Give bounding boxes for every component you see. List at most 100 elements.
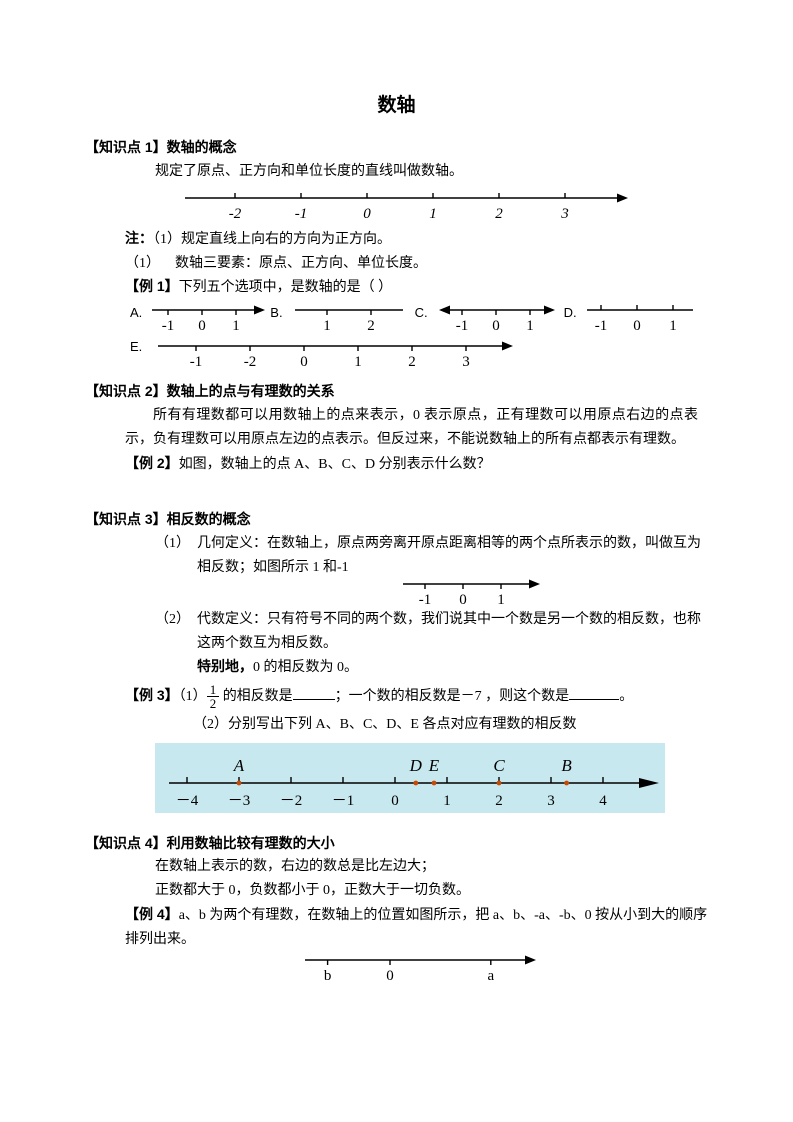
k3-heading: 【知识点 3】相反数的概念 [85, 508, 708, 532]
choice-A-svg: -101 [146, 300, 266, 336]
svg-text:C: C [493, 756, 505, 775]
svg-text:－3: －3 [228, 793, 251, 809]
svg-text:a: a [487, 968, 494, 984]
k1-note2-num: （1） [125, 252, 175, 276]
k3-special-text: 0 的相反数为 0。 [253, 660, 358, 675]
ex3-part2: （2）分别写出下列 A、B、C、D、E 各点对应有理数的相反数 [85, 713, 708, 737]
k1-note1-prefix: 注： [125, 232, 153, 247]
svg-text:-1: -1 [594, 318, 607, 334]
page-title: 数轴 [85, 90, 708, 122]
k3-special: 特别地，0 的相反数为 0。 [85, 655, 708, 680]
svg-text:1: 1 [497, 592, 505, 608]
svg-text:3: 3 [560, 206, 569, 222]
svg-text:0: 0 [633, 318, 641, 334]
k3-special-prefix: 特别地， [197, 658, 253, 674]
k2-text: 所有有理数都可以用数轴上的点来表示，0 表示原点，正有理数可以用原点右边的点表示… [85, 404, 708, 452]
ex4-text: a、b 为两个有理数，在数轴上的位置如图所示，把 a、b、-a、-b、0 按从小… [125, 908, 707, 947]
svg-text:0: 0 [386, 968, 394, 984]
choice-E-label: E. [130, 334, 146, 358]
svg-text:E: E [428, 756, 440, 775]
k3-item1: （1） 几何定义：在数轴上，原点两旁离开原点距离相等的两个点所表示的数，叫做互为… [85, 532, 708, 580]
ex3-p1b: 的相反数是 [219, 689, 293, 704]
choice-B-svg: 12 [287, 300, 411, 336]
k3-item1-text: 几何定义：在数轴上，原点两旁离开原点距离相等的两个点所表示的数，叫做互为相反数；… [197, 532, 708, 580]
svg-text:-1: -1 [162, 318, 175, 334]
ex3-p1d: 。 [619, 689, 633, 704]
svg-text:0: 0 [492, 318, 500, 334]
svg-text:1: 1 [323, 318, 331, 334]
svg-text:1: 1 [233, 318, 241, 334]
svg-text:b: b [324, 968, 332, 984]
svg-text:-1: -1 [295, 206, 308, 222]
choice-C-svg: -1 0 1 [432, 300, 560, 336]
svg-text:1: 1 [526, 318, 534, 334]
svg-text:-2: -2 [229, 206, 242, 222]
k3-item2-num: （2） [155, 608, 197, 656]
ex1-choices-row2: E. -1-20123 [85, 334, 708, 374]
ex3-row: 【例 3】（1）12 的相反数是；一个数的相反数是－7 ，则这个数是。 [85, 680, 708, 713]
ex1-row: 【例 1】下列五个选项中，是数轴的是（ ） [85, 275, 708, 300]
svg-text:0: 0 [363, 206, 371, 222]
svg-text:1: 1 [443, 793, 451, 809]
ex3-frac-num: 1 [207, 683, 220, 697]
svg-text:0: 0 [301, 354, 309, 370]
k4-line2: 正数都大于 0，负数都小于 0，正数大于一切负数。 [85, 879, 708, 903]
svg-text:2: 2 [495, 793, 503, 809]
ex4-label: 【例 4】 [125, 906, 179, 922]
svg-text:1: 1 [669, 318, 677, 334]
choice-A-label: A. [130, 300, 146, 324]
choice-C-label: C. [415, 300, 432, 324]
svg-text:4: 4 [599, 793, 607, 809]
choice-B-label: B. [270, 300, 286, 324]
ex2-row: 【例 2】如图，数轴上的点 A、B、C、D 分别表示什么数？ [85, 452, 708, 477]
svg-text:-1: -1 [190, 354, 203, 370]
svg-text:2: 2 [367, 318, 375, 334]
k2-heading: 【知识点 2】数轴上的点与有理数的关系 [85, 380, 708, 404]
svg-text:D: D [409, 756, 423, 775]
k4-line1: 在数轴上表示的数，右边的数总是比左边大； [85, 855, 708, 879]
ex3-frac-den: 2 [207, 697, 220, 710]
svg-text:-2: -2 [244, 354, 257, 370]
k1-note1: 注：（1）规定直线上向右的方向为正方向。 [85, 228, 708, 252]
ex2-label: 【例 2】 [125, 455, 179, 471]
choice-E-svg: -1-20123 [146, 334, 526, 374]
svg-text:0: 0 [391, 793, 399, 809]
svg-text:3: 3 [463, 354, 471, 370]
k1-note1-text: （1）规定直线上向右的方向为正方向。 [153, 232, 391, 247]
svg-text:－1: －1 [332, 793, 355, 809]
ex1-choices-row1: A. -101 B. 12 C. -101 D. -101 [85, 300, 708, 336]
ex1-label: 【例 1】 [125, 278, 179, 294]
svg-text:-1: -1 [419, 592, 432, 608]
k1-note2-text: 数轴三要素：原点、正方向、单位长度。 [175, 252, 427, 276]
ex3-label: 【例 3】 [125, 687, 179, 703]
svg-text:B: B [561, 756, 572, 775]
choice-E: E. -1-20123 [130, 334, 526, 374]
k1-numberline: -2 -1 0 1 2 3 [175, 186, 635, 228]
choice-D-label: D. [564, 300, 581, 324]
ex2-text: 如图，数轴上的点 A、B、C、D 分别表示什么数？ [179, 457, 491, 472]
choice-B: B. 12 [270, 300, 410, 336]
ex3-p1a: （1） [179, 689, 207, 704]
k3-item2-text: 代数定义：只有符号不同的两个数，我们说其中一个数是另一个数的相反数，也称这两个数… [197, 608, 708, 656]
svg-text:0: 0 [459, 592, 467, 608]
svg-text:2: 2 [409, 354, 417, 370]
ex4-row: 【例 4】a、b 为两个有理数，在数轴上的位置如图所示，把 a、b、-a、-b、… [85, 903, 708, 952]
svg-text:－4: －4 [176, 793, 199, 809]
svg-text:2: 2 [495, 206, 503, 222]
svg-text:－2: －2 [280, 793, 303, 809]
svg-text:3: 3 [547, 793, 555, 809]
k3-item1-num: （1） [155, 532, 197, 580]
k3-item2: （2） 代数定义：只有符号不同的两个数，我们说其中一个数是另一个数的相反数，也称… [85, 608, 708, 656]
choice-D: D. -1 0 1 [564, 300, 699, 336]
k1-heading: 【知识点 1】数轴的概念 [85, 136, 708, 160]
k4-heading: 【知识点 4】利用数轴比较有理数的大小 [85, 832, 708, 856]
ex3-numberline-image: －4－3－2－101234ADECB [155, 743, 665, 813]
ex3-frac: 12 [207, 683, 220, 710]
ex4-numberline: b 0 a [295, 948, 545, 986]
choice-D-svg: -1 0 1 [581, 300, 699, 336]
blank-1 [293, 686, 335, 700]
svg-text:1: 1 [429, 206, 437, 222]
k1-text: 规定了原点、正方向和单位长度的直线叫做数轴。 [85, 160, 708, 184]
svg-text:-1: -1 [455, 318, 468, 334]
choice-A: A. -101 [130, 300, 266, 336]
